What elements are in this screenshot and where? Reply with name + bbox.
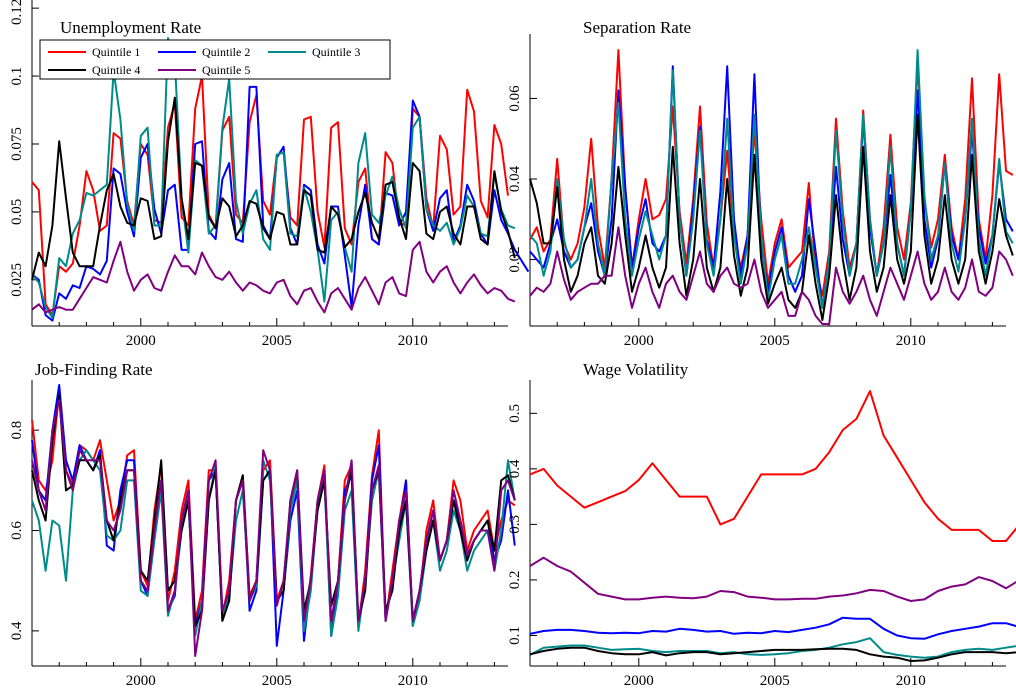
legend-label-quintile-4: Quintile 4 bbox=[92, 63, 140, 77]
panel-unemployment-rate: Unemployment Rate 2000 2005 2010 0.025 0.05 0… bbox=[9, 0, 530, 349]
y-tick-label: 0.1 bbox=[9, 67, 25, 86]
y-tick-label: 0.6 bbox=[9, 521, 25, 540]
series-line-quintile-3 bbox=[529, 637, 1016, 659]
x-tick-label: 2005 bbox=[262, 333, 292, 349]
x-tick-label: 2010 bbox=[896, 333, 926, 349]
x-tick-label: 2000 bbox=[126, 333, 156, 349]
series-line-quintile-4 bbox=[31, 96, 516, 281]
y-tick-label: 0.1 bbox=[507, 626, 523, 645]
series-line-quintile-1 bbox=[529, 390, 1016, 542]
panel-job-finding-rate: Job-Finding Rate 2000 2005 2010 0.4 0.6 0.8 bbox=[9, 360, 516, 689]
y-tick-label: 0.5 bbox=[507, 404, 523, 423]
x-tick-label: 2000 bbox=[126, 673, 156, 689]
panel-wage-volatility: Wage Volatility 2000 2005 2010 0.1 0.2 0.3 0.4… bbox=[507, 360, 1016, 689]
y-tick-label: 0.06 bbox=[507, 85, 523, 112]
legend-label-quintile-5: Quintile 5 bbox=[202, 63, 250, 77]
x-tick-label: 2010 bbox=[398, 673, 428, 689]
y-tick-label: 0.4 bbox=[9, 621, 25, 640]
y-tick-label: 0.05 bbox=[9, 199, 25, 225]
x-tick-label: 2010 bbox=[896, 673, 926, 689]
series-line-quintile-2 bbox=[529, 65, 1014, 309]
series-line-quintile-3 bbox=[529, 49, 1014, 309]
y-tick-label: 0.2 bbox=[507, 571, 523, 590]
plot-area-unemployment-rate: 2000 2005 2010 0.025 0.05 0.075 0.1 0.125 bbox=[9, 0, 530, 349]
x-tick-label: 2000 bbox=[624, 673, 654, 689]
series-line-quintile-4 bbox=[529, 646, 1016, 662]
y-tick-label: 0.125 bbox=[9, 0, 25, 25]
series-line-quintile-1 bbox=[31, 75, 509, 317]
series-line-quintile-5 bbox=[31, 240, 516, 314]
y-tick-label: 0.4 bbox=[507, 459, 523, 478]
title-separation-rate: Separation Rate bbox=[583, 18, 691, 37]
series-line-quintile-1 bbox=[529, 49, 1014, 297]
series-line-quintile-5 bbox=[31, 399, 516, 657]
plot-area-job-finding-rate: 2000 2005 2010 0.4 0.6 0.8 bbox=[9, 380, 516, 689]
title-wage-volatility: Wage Volatility bbox=[583, 360, 689, 379]
series-line-quintile-4 bbox=[529, 113, 1014, 321]
legend-label-quintile-1: Quintile 1 bbox=[92, 45, 140, 59]
y-tick-label: 0.3 bbox=[507, 515, 523, 534]
x-tick-label: 2005 bbox=[760, 333, 790, 349]
series-line-quintile-2 bbox=[31, 85, 530, 322]
title-job-finding-rate: Job-Finding Rate bbox=[35, 360, 153, 379]
y-tick-label: 0.04 bbox=[507, 165, 523, 192]
y-tick-label: 0.075 bbox=[9, 127, 25, 161]
legend: Quintile 1 Quintile 2 Quintile 3 Quintil… bbox=[39, 39, 391, 80]
y-tick-label: 0.025 bbox=[9, 263, 25, 297]
legend-label-quintile-2: Quintile 2 bbox=[202, 45, 250, 59]
y-tick-label: 0.02 bbox=[507, 246, 523, 272]
legend-box bbox=[39, 39, 391, 80]
plot-area-wage-volatility: 2000 2005 2010 0.1 0.2 0.3 0.4 0.5 bbox=[507, 380, 1016, 689]
x-tick-label: 2010 bbox=[398, 333, 428, 349]
x-tick-label: 2005 bbox=[760, 673, 790, 689]
panel-separation-rate: Separation Rate 2000 2005 2010 0.02 0.04 0.06 bbox=[507, 18, 1014, 349]
plot-area-separation-rate: 2000 2005 2010 0.02 0.04 0.06 bbox=[507, 34, 1014, 349]
series-line-quintile-2 bbox=[529, 616, 1016, 640]
legend-label-quintile-3: Quintile 3 bbox=[312, 45, 360, 59]
x-tick-label: 2000 bbox=[624, 333, 654, 349]
series-line-quintile-5 bbox=[529, 556, 1016, 602]
y-tick-label: 0.8 bbox=[9, 421, 25, 440]
x-tick-label: 2005 bbox=[262, 673, 292, 689]
title-unemployment-rate: Unemployment Rate bbox=[60, 18, 201, 37]
series-line-quintile-5 bbox=[529, 226, 1014, 325]
series-line-quintile-3 bbox=[31, 37, 516, 319]
